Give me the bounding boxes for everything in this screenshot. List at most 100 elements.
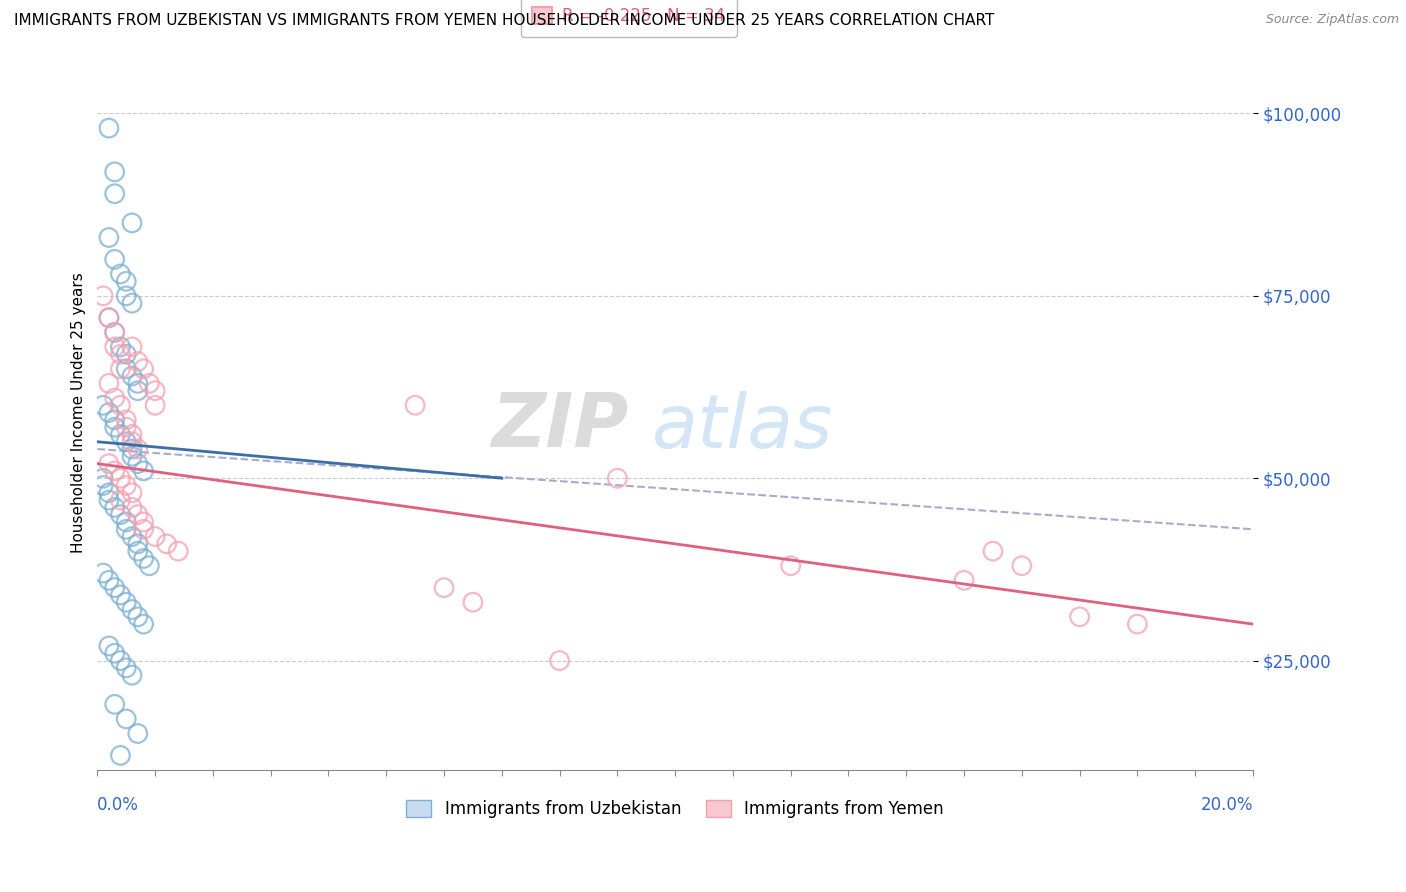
Point	[132, 361, 155, 376]
Point	[110, 340, 132, 354]
Point	[97, 310, 120, 325]
Text: ZIP: ZIP	[492, 391, 628, 463]
Point	[91, 471, 114, 485]
Point	[127, 508, 149, 522]
Point	[115, 413, 138, 427]
Point	[121, 450, 143, 464]
Point	[110, 654, 132, 668]
Point	[97, 457, 120, 471]
Point	[779, 558, 801, 573]
Point	[104, 581, 127, 595]
Point	[110, 347, 132, 361]
Point	[104, 420, 127, 434]
Point	[138, 376, 160, 391]
Point	[121, 340, 143, 354]
Point	[91, 566, 114, 580]
Point	[104, 464, 127, 478]
Point	[110, 398, 132, 412]
Point	[115, 595, 138, 609]
Point	[115, 712, 138, 726]
Point	[121, 216, 143, 230]
Point	[91, 398, 114, 412]
Point	[104, 326, 127, 340]
Point	[132, 551, 155, 566]
Text: 0.0%: 0.0%	[97, 796, 139, 814]
Point	[404, 398, 426, 412]
Point	[110, 361, 132, 376]
Point	[953, 574, 976, 588]
Point	[121, 434, 143, 449]
Point	[115, 522, 138, 536]
Point	[97, 574, 120, 588]
Point	[110, 508, 132, 522]
Point	[138, 558, 160, 573]
Point	[97, 485, 120, 500]
Point	[1011, 558, 1033, 573]
Point	[97, 230, 120, 244]
Text: atlas: atlas	[652, 391, 834, 463]
Point	[132, 515, 155, 529]
Point	[91, 289, 114, 303]
Point	[143, 530, 166, 544]
Point	[115, 420, 138, 434]
Point	[143, 398, 166, 412]
Point	[121, 500, 143, 515]
Point	[97, 406, 120, 420]
Point	[115, 274, 138, 288]
Point	[127, 537, 149, 551]
Point	[121, 530, 143, 544]
Point	[121, 602, 143, 616]
Point	[127, 609, 149, 624]
Point	[132, 617, 155, 632]
Point	[104, 391, 127, 405]
Point	[110, 471, 132, 485]
Point	[127, 376, 149, 391]
Point	[115, 434, 138, 449]
Point	[115, 661, 138, 675]
Point	[121, 485, 143, 500]
Point	[1126, 617, 1149, 632]
Point	[110, 267, 132, 281]
Point	[127, 457, 149, 471]
Point	[127, 354, 149, 368]
Point	[121, 427, 143, 442]
Point	[115, 361, 138, 376]
Point	[115, 289, 138, 303]
Y-axis label: Householder Income Under 25 years: Householder Income Under 25 years	[72, 272, 86, 553]
Point	[121, 296, 143, 310]
Point	[104, 186, 127, 201]
Point	[167, 544, 190, 558]
Point	[104, 698, 127, 712]
Point	[97, 639, 120, 653]
Text: Source: ZipAtlas.com: Source: ZipAtlas.com	[1265, 13, 1399, 27]
Point	[104, 165, 127, 179]
Point	[981, 544, 1004, 558]
Point	[433, 581, 456, 595]
Point	[121, 442, 143, 456]
Point	[110, 427, 132, 442]
Point	[127, 442, 149, 456]
Point	[127, 544, 149, 558]
Point	[132, 464, 155, 478]
Point	[548, 654, 571, 668]
Point	[104, 326, 127, 340]
Point	[97, 493, 120, 508]
Text: 20.0%: 20.0%	[1201, 796, 1253, 814]
Point	[97, 310, 120, 325]
Legend: Immigrants from Uzbekistan, Immigrants from Yemen: Immigrants from Uzbekistan, Immigrants f…	[398, 791, 952, 826]
Point	[91, 478, 114, 492]
Point	[127, 726, 149, 740]
Point	[121, 369, 143, 384]
Point	[110, 588, 132, 602]
Point	[104, 413, 127, 427]
Point	[104, 340, 127, 354]
Point	[127, 384, 149, 398]
Point	[110, 493, 132, 508]
Point	[461, 595, 484, 609]
Point	[1069, 609, 1091, 624]
Point	[104, 252, 127, 267]
Point	[110, 748, 132, 763]
Point	[143, 384, 166, 398]
Point	[121, 668, 143, 682]
Point	[115, 347, 138, 361]
